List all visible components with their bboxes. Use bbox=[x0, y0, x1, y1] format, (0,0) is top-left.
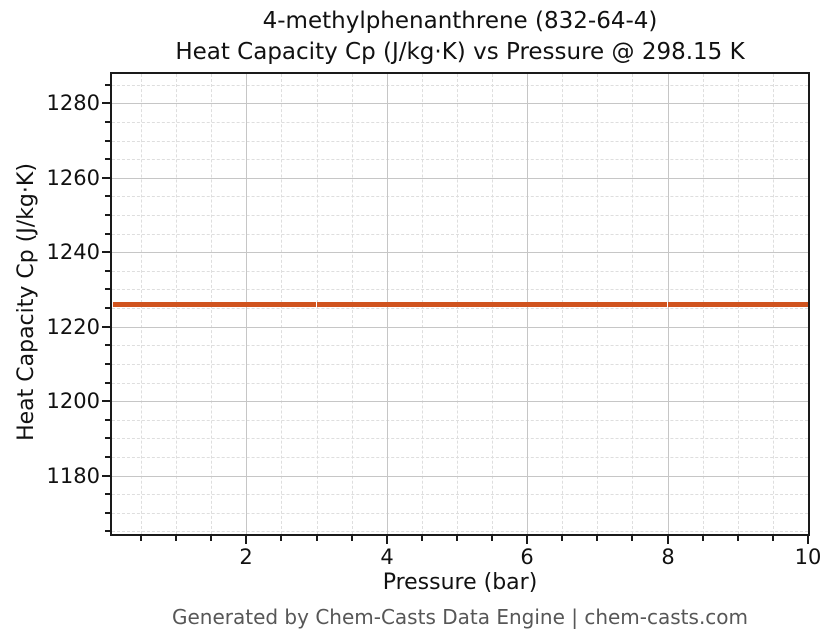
y-minor-tick bbox=[105, 530, 110, 532]
y-minor-gridline bbox=[112, 383, 808, 384]
plot-area: 2 4 6 8 10 1180 1200 1220 1240 1260 1280 bbox=[47, 72, 821, 568]
x-major-tick bbox=[807, 536, 809, 544]
y-minor-tick bbox=[105, 344, 110, 346]
y-major-tick bbox=[102, 475, 110, 477]
x-major-tick bbox=[245, 536, 247, 544]
x-minor-tick bbox=[140, 536, 142, 541]
y-minor-gridline bbox=[112, 438, 808, 439]
x-major-tick bbox=[526, 536, 528, 544]
data-line bbox=[738, 302, 808, 307]
y-minor-gridline bbox=[112, 215, 808, 216]
x-major-tick bbox=[386, 536, 388, 544]
y-major-gridline bbox=[112, 401, 808, 402]
x-minor-tick bbox=[737, 536, 739, 541]
y-minor-tick bbox=[105, 214, 110, 216]
x-minor-tick bbox=[772, 536, 774, 541]
y-minor-gridline bbox=[112, 159, 808, 160]
data-line bbox=[176, 302, 246, 307]
x-minor-tick bbox=[596, 536, 598, 541]
y-minor-tick bbox=[105, 512, 110, 514]
y-major-gridline bbox=[112, 476, 808, 477]
y-major-gridline bbox=[112, 327, 808, 328]
y-minor-tick bbox=[105, 437, 110, 439]
x-tick-label: 4 bbox=[380, 545, 394, 569]
x-axis-label: Pressure (bar) bbox=[382, 570, 538, 595]
y-tick-label: 1200 bbox=[46, 389, 100, 413]
y-minor-tick bbox=[105, 270, 110, 272]
y-major-gridline bbox=[112, 252, 808, 253]
y-tick-label: 1280 bbox=[46, 91, 100, 115]
chart-title-line1: 4-methylphenanthrene (832-64-4) bbox=[262, 8, 658, 34]
data-line bbox=[527, 302, 597, 307]
x-minor-tick bbox=[702, 536, 704, 541]
y-minor-gridline bbox=[112, 308, 808, 309]
y-major-gridline bbox=[112, 178, 808, 179]
x-minor-tick bbox=[175, 536, 177, 541]
y-minor-gridline bbox=[112, 122, 808, 123]
y-minor-gridline bbox=[112, 85, 808, 86]
y-minor-tick bbox=[105, 307, 110, 309]
y-minor-tick bbox=[105, 419, 110, 421]
y-minor-tick bbox=[105, 140, 110, 142]
data-line bbox=[317, 302, 387, 307]
x-minor-tick bbox=[561, 536, 563, 541]
y-tick-label: 1260 bbox=[46, 166, 100, 190]
x-minor-tick bbox=[421, 536, 423, 541]
x-tick-label: 10 bbox=[794, 545, 822, 569]
y-minor-tick bbox=[105, 382, 110, 384]
y-minor-gridline bbox=[112, 531, 808, 532]
data-line bbox=[457, 302, 527, 307]
x-minor-tick bbox=[631, 536, 633, 541]
y-major-tick bbox=[102, 177, 110, 179]
y-minor-gridline bbox=[112, 234, 808, 235]
x-minor-tick bbox=[351, 536, 353, 541]
y-tick-label: 1180 bbox=[46, 464, 100, 488]
x-minor-tick bbox=[210, 536, 212, 541]
x-minor-tick bbox=[491, 536, 493, 541]
y-minor-gridline bbox=[112, 494, 808, 495]
x-tick-label: 2 bbox=[239, 545, 253, 569]
y-minor-gridline bbox=[112, 141, 808, 142]
x-minor-tick bbox=[456, 536, 458, 541]
y-minor-tick bbox=[105, 288, 110, 290]
y-minor-tick bbox=[105, 363, 110, 365]
x-tick-label: 8 bbox=[661, 545, 675, 569]
y-minor-tick bbox=[105, 493, 110, 495]
data-line bbox=[113, 302, 176, 307]
y-major-tick bbox=[102, 400, 110, 402]
y-major-tick bbox=[102, 102, 110, 104]
x-minor-tick bbox=[316, 536, 318, 541]
y-minor-gridline bbox=[112, 513, 808, 514]
y-minor-tick bbox=[105, 456, 110, 458]
data-line bbox=[668, 302, 738, 307]
data-line bbox=[387, 302, 457, 307]
y-minor-gridline bbox=[112, 364, 808, 365]
y-major-tick bbox=[102, 251, 110, 253]
y-minor-gridline bbox=[112, 457, 808, 458]
x-minor-tick bbox=[280, 536, 282, 541]
y-minor-gridline bbox=[112, 196, 808, 197]
y-major-gridline bbox=[112, 103, 808, 104]
y-minor-gridline bbox=[112, 289, 808, 290]
data-line bbox=[246, 302, 316, 307]
x-tick-label: 6 bbox=[520, 545, 534, 569]
y-minor-tick bbox=[105, 195, 110, 197]
chart-title-line2: Heat Capacity Cp (J/kg·K) vs Pressure @ … bbox=[175, 39, 745, 65]
y-minor-gridline bbox=[112, 271, 808, 272]
x-major-tick bbox=[667, 536, 669, 544]
y-minor-tick bbox=[105, 233, 110, 235]
y-tick-label: 1220 bbox=[46, 315, 100, 339]
y-minor-tick bbox=[105, 84, 110, 86]
chart-title: 4-methylphenanthrene (832-64-4) Heat Cap… bbox=[110, 6, 810, 68]
y-minor-gridline bbox=[112, 420, 808, 421]
y-major-tick bbox=[102, 326, 110, 328]
y-minor-tick bbox=[105, 121, 110, 123]
data-line bbox=[597, 302, 667, 307]
footer-attribution: Generated by Chem-Casts Data Engine | ch… bbox=[171, 605, 749, 629]
y-tick-label: 1240 bbox=[46, 240, 100, 264]
y-minor-tick bbox=[105, 158, 110, 160]
y-minor-gridline bbox=[112, 345, 808, 346]
